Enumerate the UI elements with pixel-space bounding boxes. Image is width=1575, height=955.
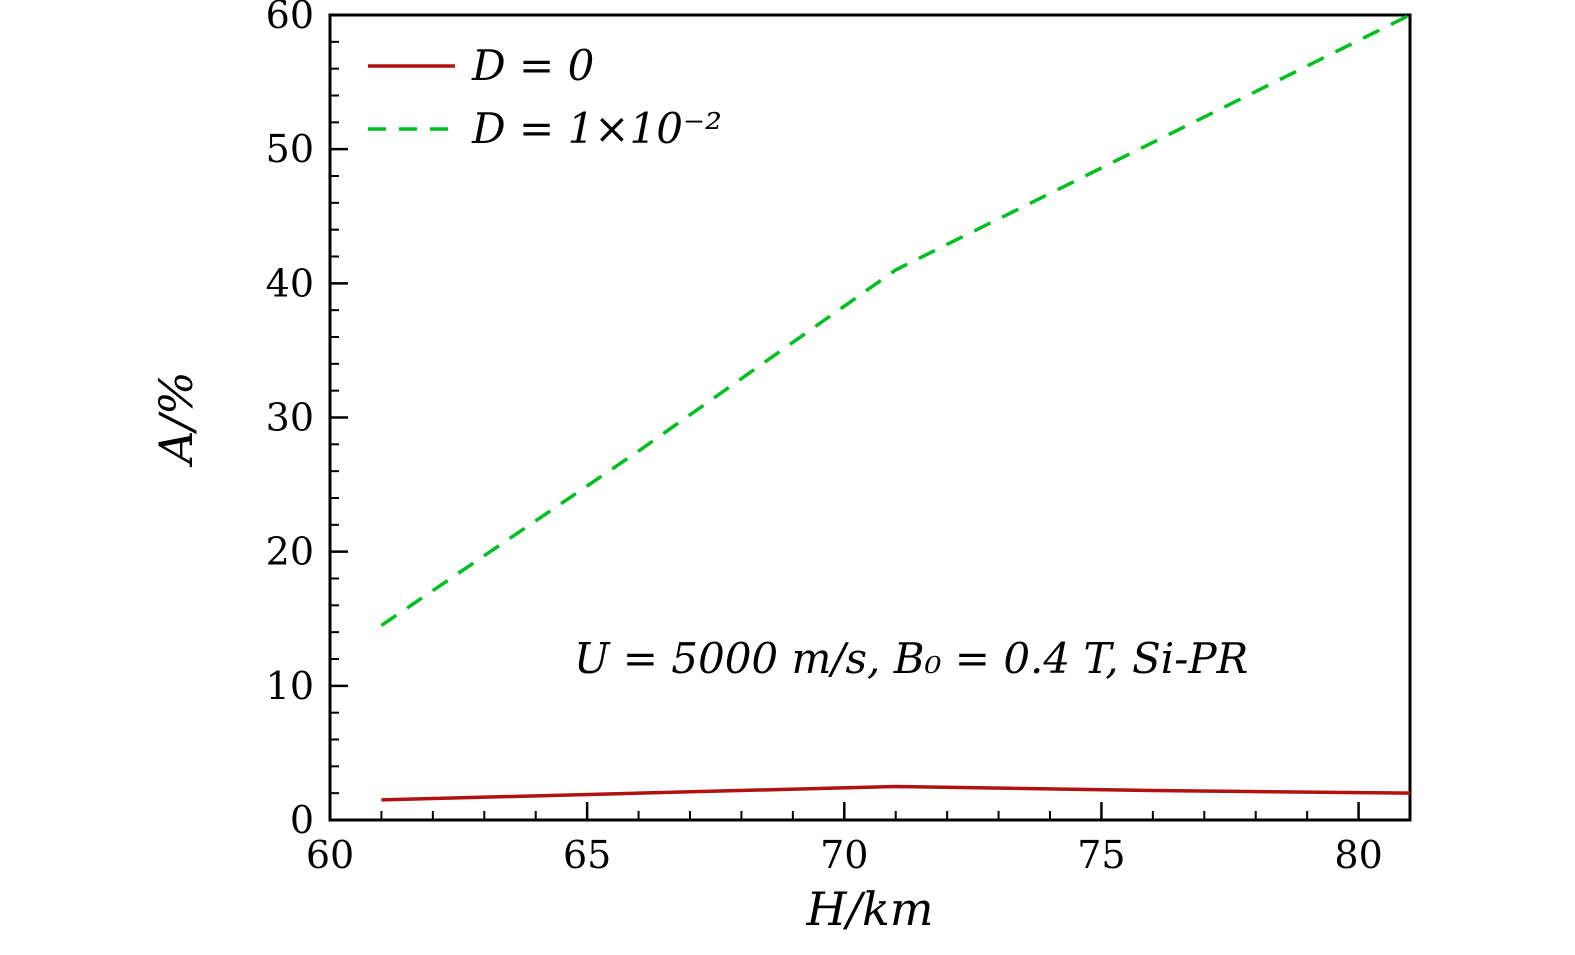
y-tick-label: 60 (266, 0, 314, 37)
y-tick-label: 0 (290, 798, 314, 842)
y-tick-label: 50 (266, 127, 314, 171)
y-tick-label: 20 (266, 530, 314, 574)
annotation-text: U = 5000 m/s, B₀ = 0.4 T, Si-PR (574, 634, 1248, 683)
series-line-0 (381, 784, 1411, 802)
x-tick-label: 70 (820, 833, 868, 877)
x-tick-label: 75 (1077, 833, 1125, 877)
y-tick-label: 30 (266, 396, 314, 440)
legend-label-1: D = 1×10⁻² (471, 104, 722, 153)
series-line-1 (380, 13, 1411, 627)
y-tick-label: 40 (266, 261, 314, 305)
y-tick-label: 10 (266, 664, 314, 708)
y-axis-title: A/% (149, 371, 203, 467)
legend-label-0: D = 0 (471, 41, 594, 90)
x-tick-label: 60 (306, 833, 354, 877)
x-axis-title: H/km (805, 882, 933, 936)
x-tick-label: 80 (1334, 833, 1382, 877)
x-tick-label: 65 (563, 833, 611, 877)
